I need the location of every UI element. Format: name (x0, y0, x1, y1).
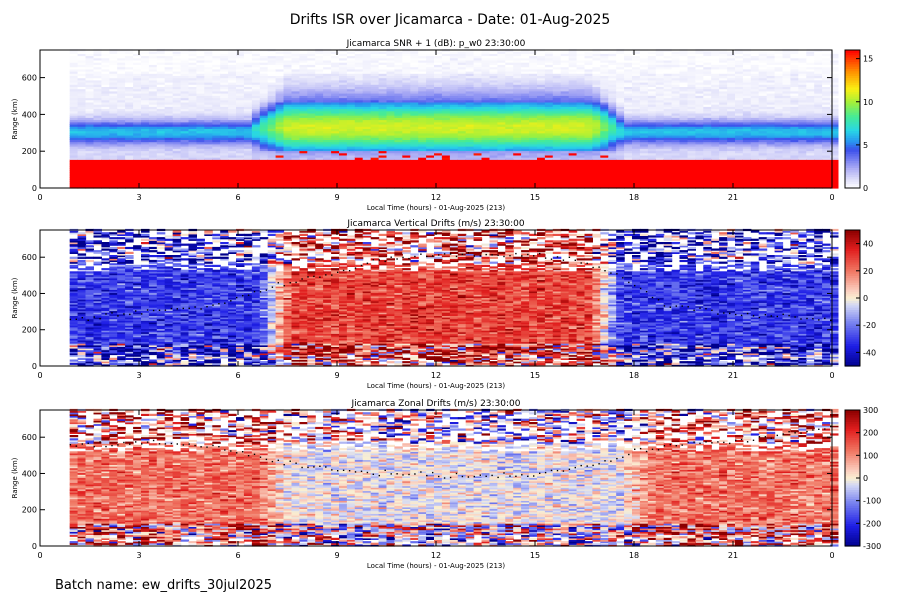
panel-snr: Jicamarca SNR + 1 (dB): p_w0 23:30:000 3 6… (11, 39, 873, 212)
heatmap-cells (70, 49, 839, 189)
figure: Drifts ISR over Jicamarca - Date: 01-Aug… (0, 0, 900, 600)
panels: Jicamarca SNR + 1 (dB): p_w0 23:30:000 3 6… (11, 39, 881, 570)
figure-title: Drifts ISR over Jicamarca - Date: 01-Aug… (290, 12, 611, 28)
panel-title: Jicamarca SNR + 1 (dB): p_w0 23:30:00 (346, 39, 526, 49)
